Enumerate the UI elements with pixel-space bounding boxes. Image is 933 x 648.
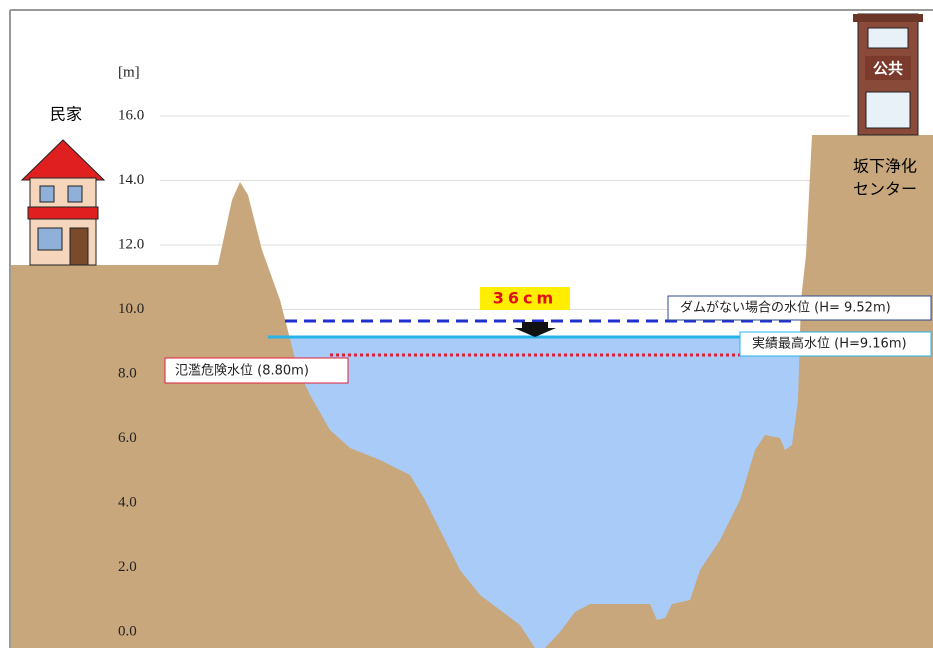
axis-unit: [m] <box>118 64 140 80</box>
y-tick-label: 16.0 <box>118 107 144 123</box>
building-roof <box>853 14 923 22</box>
house-door <box>70 228 88 265</box>
y-tick-label: 4.0 <box>118 494 137 510</box>
danger-label: 氾濫危険水位 (8.80m) <box>175 364 309 379</box>
y-tick-label: 12.0 <box>118 236 144 252</box>
building-window <box>868 28 908 48</box>
y-tick-label: 8.0 <box>118 365 137 381</box>
house-window <box>38 228 62 250</box>
house-window <box>68 186 82 202</box>
y-tick-label: 6.0 <box>118 430 137 446</box>
no-dam-label: ダムがない場合の水位 (H= 9.52m) <box>680 301 891 316</box>
house-band <box>28 207 98 219</box>
building-label: 公共 <box>873 60 903 78</box>
y-tick-label: 14.0 <box>118 172 144 188</box>
facility-label: 坂下浄化 <box>853 157 917 176</box>
difference-label: 36cm <box>493 289 557 308</box>
house-label: 民家 <box>50 105 82 124</box>
house-window <box>40 186 54 202</box>
building-window <box>866 92 910 128</box>
record-label: 実績最高水位 (H=9.16m) <box>752 336 907 352</box>
y-tick-label: 10.0 <box>118 301 144 317</box>
y-tick-label: 2.0 <box>118 559 137 575</box>
diagram: 36cm ダムがない場合の水位 (H= 9.52m) 実績最高水位 (H=9.1… <box>0 0 933 648</box>
facility-label: センター <box>853 180 917 199</box>
y-tick-label: 0.0 <box>118 623 137 639</box>
